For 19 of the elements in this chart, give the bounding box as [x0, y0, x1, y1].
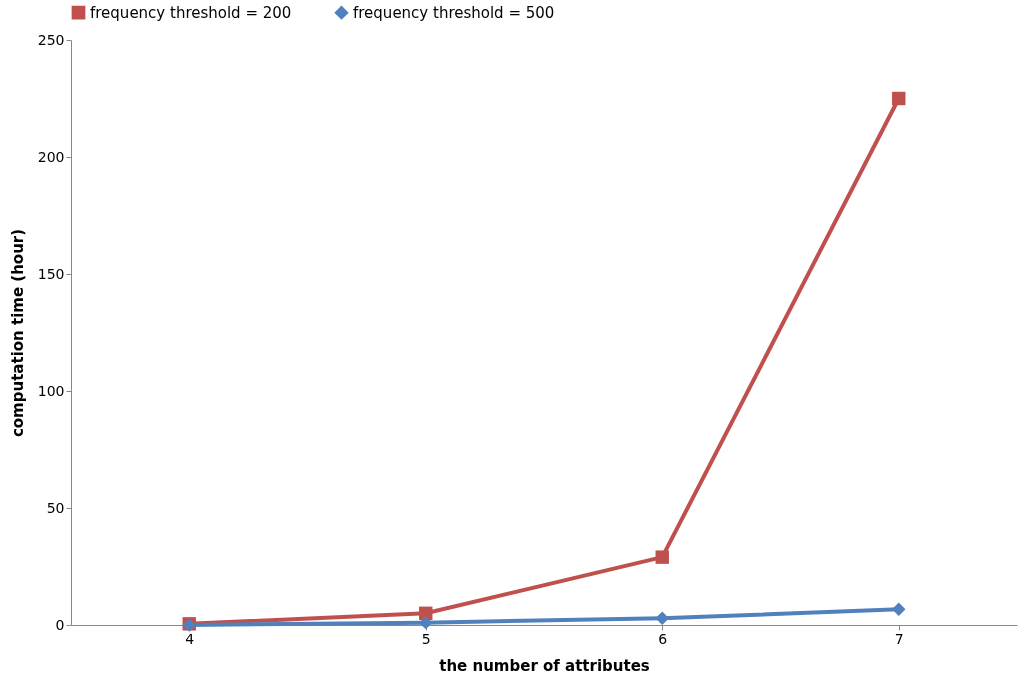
x-tick-label: 5 — [421, 630, 431, 647]
point — [419, 615, 433, 630]
x-tick-label: 7 — [894, 630, 904, 647]
point — [892, 602, 906, 617]
y-tick-label: 0 — [55, 616, 65, 633]
point — [655, 611, 669, 625]
y-tick-label: 250 — [37, 31, 65, 48]
x-tick-label: 4 — [185, 630, 195, 647]
legend-label: frequency threshold = 500 — [353, 3, 555, 22]
legend-label: frequency threshold = 200 — [90, 3, 292, 22]
point — [655, 550, 669, 564]
x-tick-label: 6 — [658, 630, 668, 647]
y-tick-label: 100 — [37, 382, 65, 399]
point — [892, 91, 906, 106]
y-tick-label: 150 — [37, 265, 65, 282]
y-axis-title: computation time (hour) — [8, 228, 27, 438]
x-axis-title: the number of attributes — [439, 656, 650, 675]
y-tick-label: 200 — [37, 148, 65, 165]
y-tick-label: 50 — [46, 499, 65, 516]
